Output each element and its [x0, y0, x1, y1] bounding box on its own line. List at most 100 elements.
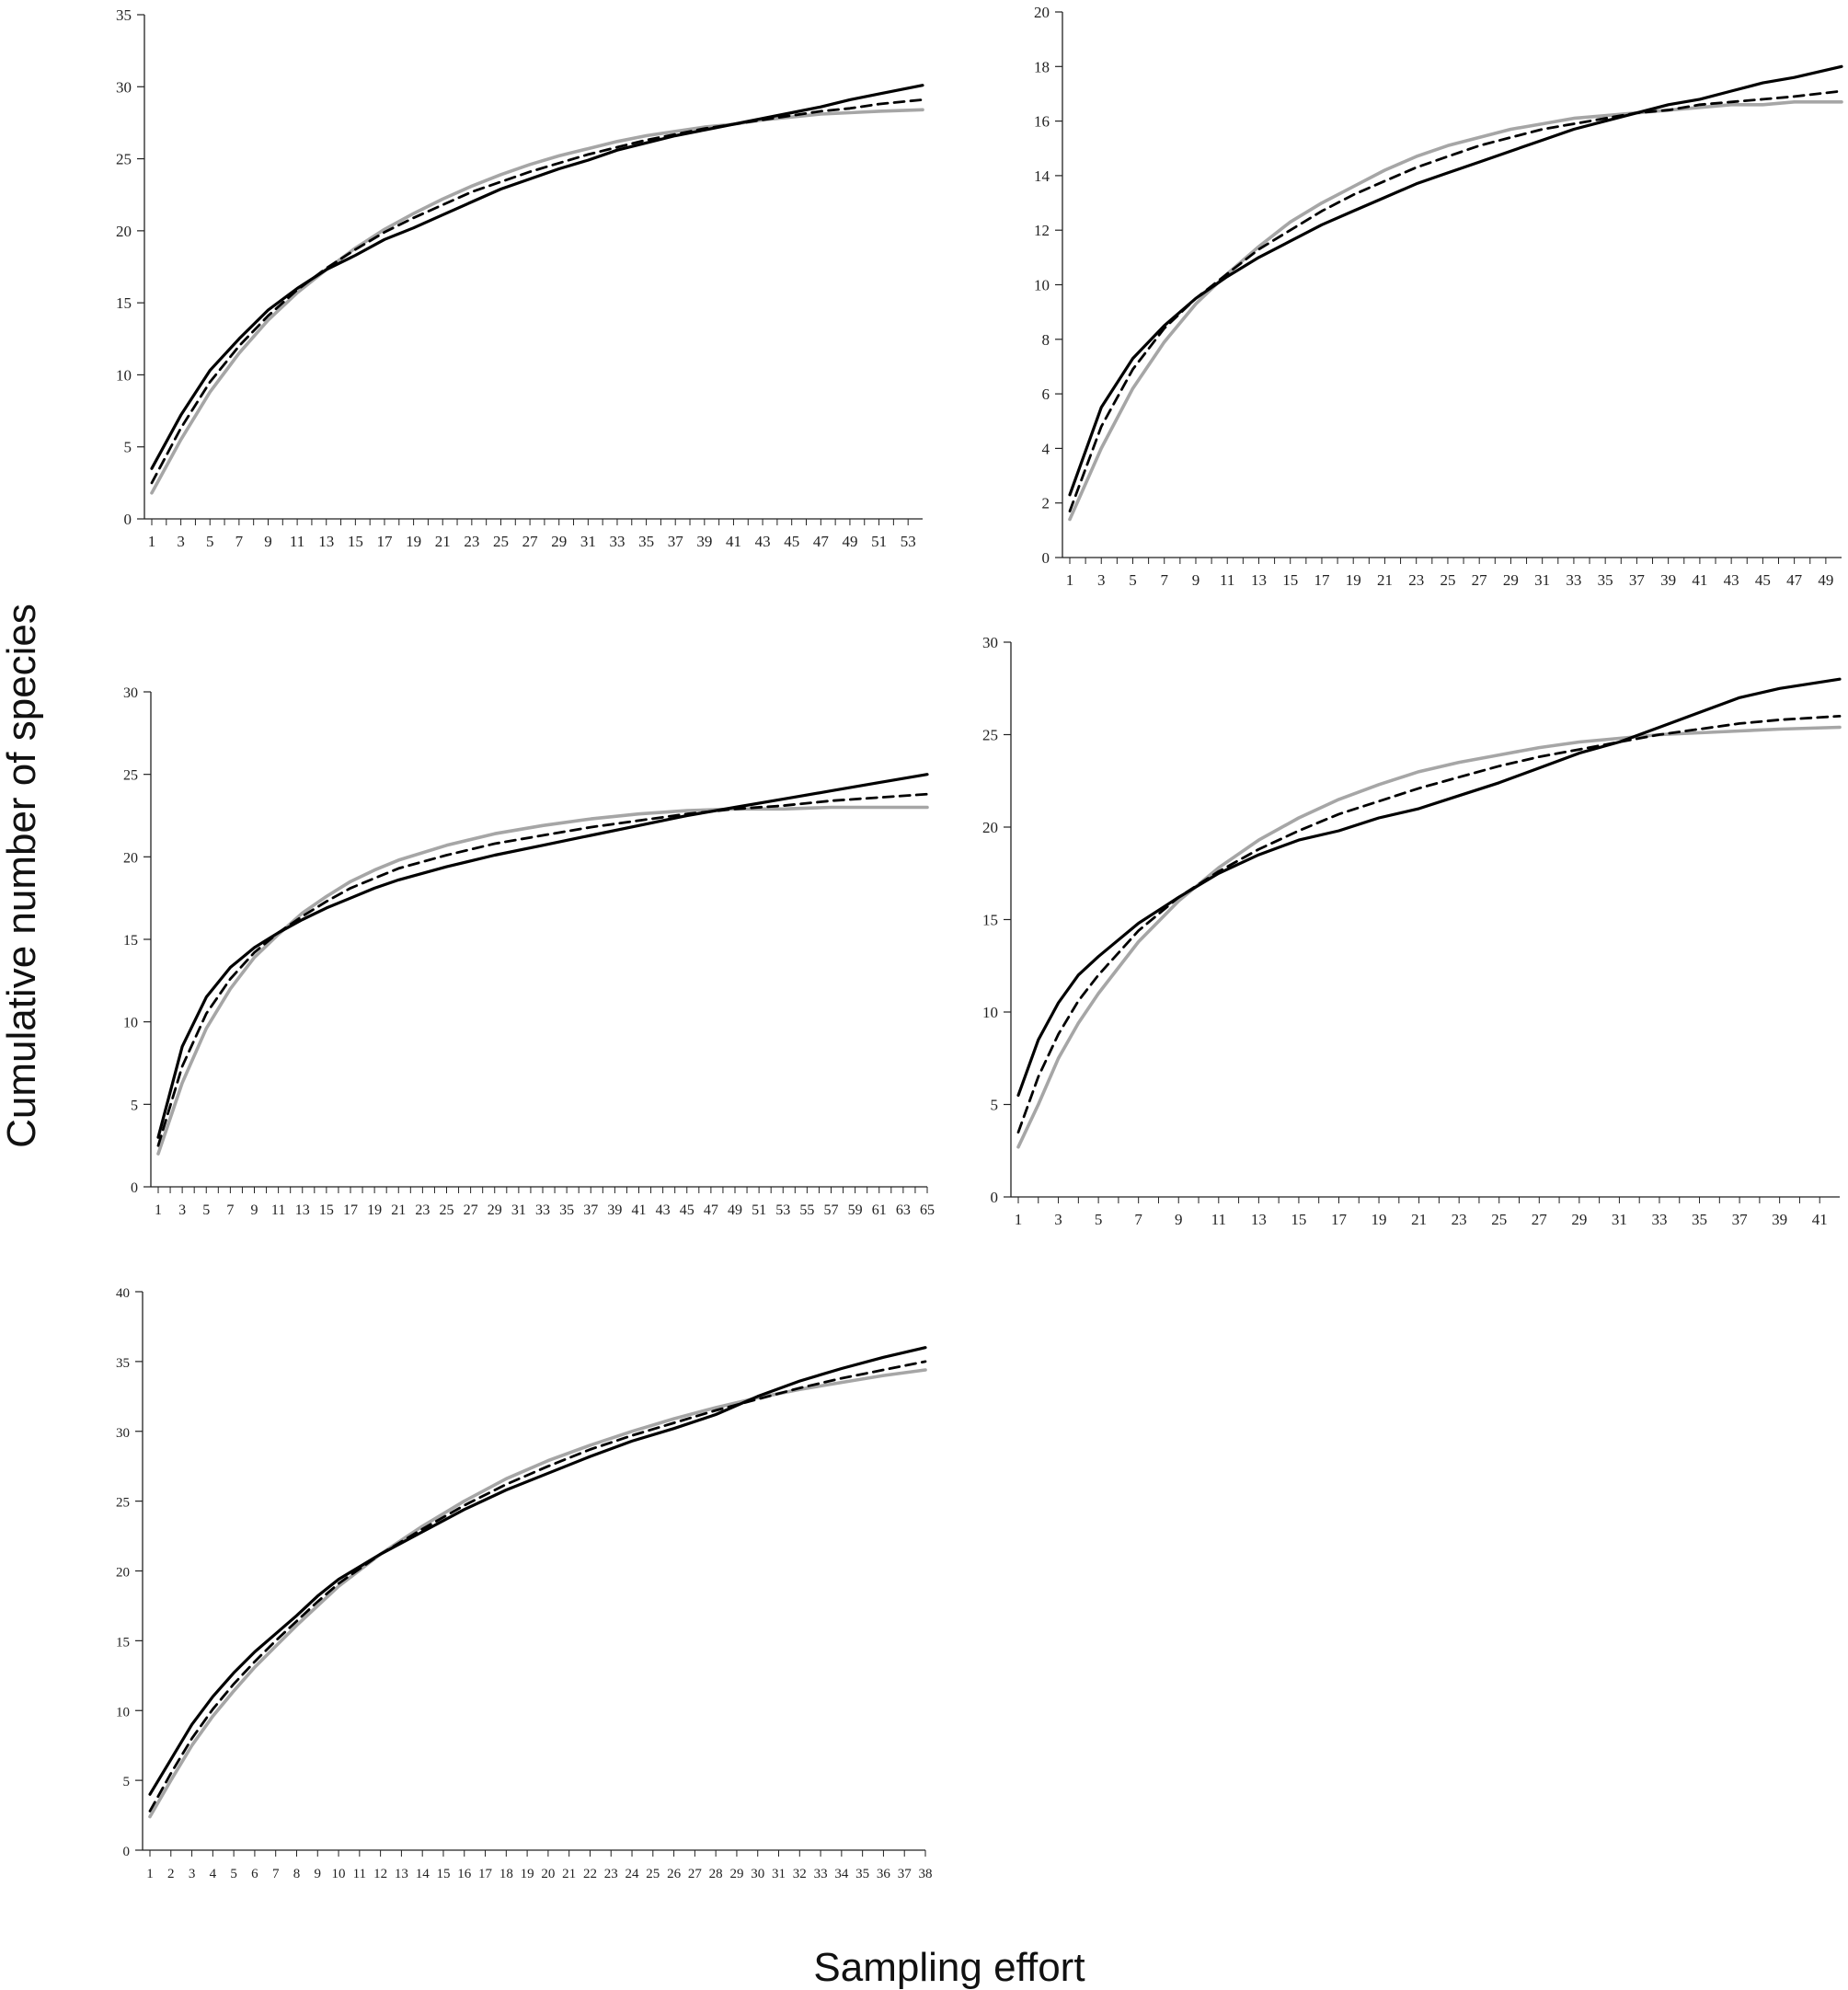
y-tick-label: 25 [123, 768, 138, 784]
x-tick-label: 49 [842, 533, 857, 550]
x-tick-label: 49 [1818, 571, 1833, 589]
x-tick-label: 35 [1598, 571, 1613, 589]
x-tick-label: 1 [1015, 1211, 1023, 1228]
x-tick-label: 7 [1134, 1211, 1142, 1228]
y-tick-label: 0 [131, 1180, 138, 1196]
series-line-solid-black [1016, 677, 1842, 1098]
x-tick-label: 19 [521, 1867, 534, 1881]
x-tick-label: 3 [177, 533, 185, 550]
x-tick-label: 5 [206, 533, 214, 550]
x-tick-label: 3 [178, 1202, 186, 1218]
x-tick-label: 24 [626, 1867, 640, 1881]
y-tick-label: 2 [1042, 495, 1050, 512]
y-tick-label: 40 [116, 1286, 130, 1301]
x-tick-label: 41 [1692, 571, 1707, 589]
x-tick-label: 3 [1054, 1211, 1062, 1228]
x-tick-label: 21 [435, 533, 451, 550]
series-line-dashed-black [1068, 89, 1843, 512]
x-tick-label: 51 [871, 533, 887, 550]
x-tick-label: 5 [1129, 571, 1137, 589]
x-tick-label: 13 [295, 1202, 310, 1218]
x-tick-label: 3 [189, 1867, 196, 1881]
series-line-dashed-black [148, 1360, 927, 1812]
x-tick-label: 9 [1175, 1211, 1183, 1228]
x-tick-label: 28 [709, 1867, 723, 1881]
x-tick-label: 15 [1291, 1211, 1306, 1228]
x-tick-label: 27 [464, 1202, 478, 1218]
x-tick-label: 12 [373, 1867, 387, 1881]
x-tick-label: 7 [235, 533, 244, 550]
x-tick-label: 10 [332, 1867, 346, 1881]
y-tick-label: 10 [116, 366, 132, 384]
x-tick-label: 43 [755, 533, 771, 550]
x-tick-label: 31 [580, 533, 596, 550]
x-tick-label: 39 [1772, 1211, 1787, 1228]
x-tick-label: 25 [646, 1867, 660, 1881]
x-tick-label: 11 [290, 533, 304, 550]
y-tick-label: 35 [116, 1356, 130, 1371]
x-tick-label: 15 [348, 533, 363, 550]
x-tick-label: 47 [813, 533, 830, 550]
y-tick-label: 25 [116, 151, 132, 168]
x-tick-label: 25 [1491, 1211, 1507, 1228]
x-tick-label: 25 [440, 1202, 454, 1218]
y-tick-label: 8 [1042, 331, 1050, 349]
x-tick-label: 53 [901, 533, 916, 550]
x-tick-label: 27 [522, 533, 539, 550]
x-tick-label: 31 [511, 1202, 526, 1218]
series-line-solid-gray [156, 805, 929, 1156]
x-tick-label: 13 [1251, 1211, 1267, 1228]
x-tick-label: 4 [210, 1867, 217, 1881]
x-tick-label: 29 [729, 1867, 743, 1881]
x-tick-label: 41 [1812, 1211, 1828, 1228]
x-tick-label: 63 [896, 1202, 911, 1218]
x-tick-label: 21 [391, 1202, 406, 1218]
x-tick-label: 19 [1346, 571, 1361, 589]
x-tick-label: 29 [488, 1202, 502, 1218]
x-tick-label: 11 [271, 1202, 285, 1218]
y-tick-label: 10 [1034, 277, 1050, 294]
x-tick-label: 13 [1251, 571, 1267, 589]
y-tick-label: 10 [982, 1004, 998, 1021]
y-tick-label: 30 [116, 78, 132, 96]
x-tick-label: 8 [293, 1867, 301, 1881]
y-tick-label: 20 [982, 819, 998, 836]
y-tick-label: 12 [1034, 222, 1050, 239]
x-tick-label: 57 [824, 1202, 839, 1218]
x-tick-label: 9 [264, 533, 272, 550]
x-tick-label: 17 [1331, 1211, 1348, 1228]
x-tick-label: 43 [656, 1202, 671, 1218]
y-tick-label: 35 [116, 6, 132, 24]
x-tick-label: 17 [343, 1202, 358, 1218]
x-tick-label: 6 [251, 1867, 258, 1881]
x-tick-label: 9 [251, 1202, 258, 1218]
y-tick-label: 20 [1034, 4, 1050, 21]
x-tick-label: 59 [848, 1202, 863, 1218]
x-tick-label: 41 [632, 1202, 647, 1218]
y-tick-label: 18 [1034, 58, 1050, 75]
x-tick-label: 33 [1566, 571, 1581, 589]
y-tick-label: 4 [1042, 440, 1050, 457]
x-tick-label: 3 [1097, 571, 1106, 589]
x-tick-label: 14 [416, 1867, 430, 1881]
x-tick-label: 31 [1534, 571, 1550, 589]
x-tick-label: 39 [607, 1202, 622, 1218]
x-tick-label: 37 [1732, 1211, 1749, 1228]
x-tick-label: 13 [395, 1867, 408, 1881]
x-tick-label: 39 [1660, 571, 1676, 589]
x-tick-label: 23 [604, 1867, 618, 1881]
y-tick-label: 0 [1042, 549, 1050, 567]
series-line-solid-gray [1016, 725, 1842, 1149]
x-tick-label: 19 [406, 533, 421, 550]
x-tick-label: 17 [376, 533, 393, 550]
x-tick-label: 31 [772, 1867, 786, 1881]
series-line-solid-black [1068, 64, 1843, 497]
x-tick-label: 21 [1377, 571, 1393, 589]
y-tick-label: 20 [116, 223, 132, 240]
series-line-solid-gray [148, 1368, 927, 1819]
